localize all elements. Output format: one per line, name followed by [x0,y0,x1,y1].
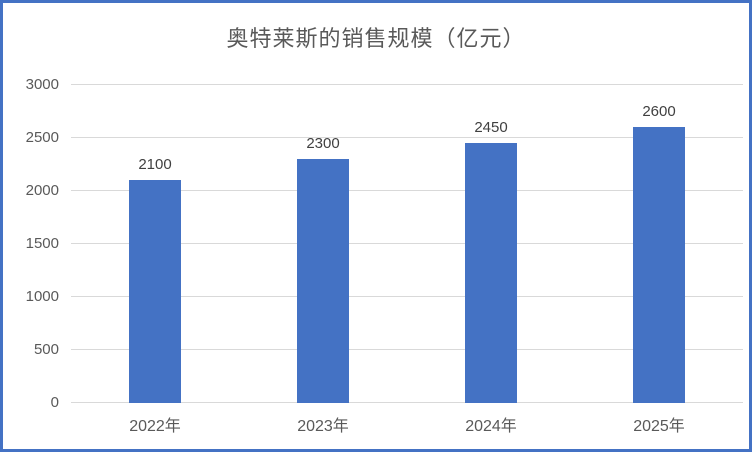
y-tick-label: 2500 [25,129,59,146]
y-tick-label: 500 [33,341,59,358]
x-tick-label: 2025年 [633,418,685,435]
bar [633,127,685,403]
bar-value-label: 2600 [642,103,676,121]
bar-group: 2100 [71,156,239,403]
y-tick-label: 1000 [25,288,59,305]
bar-value-label: 2100 [138,156,172,174]
plot-area: 2100 2300 2450 2600 [71,84,743,403]
gridline [71,296,743,297]
gridline [71,84,743,85]
bar [297,159,349,403]
gridline [71,243,743,244]
x-tick-label: 2024年 [465,418,517,435]
y-tick-label: 0 [50,394,59,411]
bar [465,143,517,403]
x-tick-label: 2023年 [297,418,349,435]
bar-group: 2450 [407,119,575,403]
bar [129,180,181,403]
gridline [71,349,743,350]
bar-value-label: 2450 [474,119,508,137]
bar-group: 2600 [575,103,743,403]
gridline [71,137,743,138]
x-tick-label: 2022年 [129,418,181,435]
y-tick-label: 1500 [25,235,59,252]
gridline [71,190,743,191]
y-tick-label: 3000 [25,76,59,93]
y-tick-label: 2000 [25,182,59,199]
y-axis: 0 500 1000 1500 2000 2500 3000 [3,76,59,411]
bar-group: 2300 [239,135,407,403]
gridline [71,402,743,403]
x-axis: 2022年 2023年 2024年 2025年 [71,412,743,436]
bar-value-label: 2300 [306,135,340,153]
chart-title: 奥特莱斯的销售规模（亿元） [226,26,526,51]
